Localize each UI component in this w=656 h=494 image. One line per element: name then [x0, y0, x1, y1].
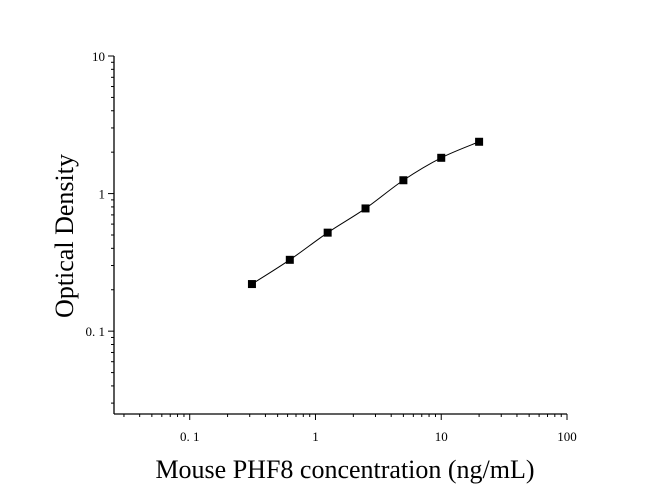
- x-tick-label: 100: [557, 429, 577, 444]
- x-tick-label: 1: [312, 429, 319, 444]
- data-point: [399, 176, 408, 185]
- data-points: [247, 137, 484, 289]
- y-tick-label: 1: [99, 187, 106, 202]
- data-point: [437, 153, 446, 162]
- x-tick-label: 10: [435, 429, 448, 444]
- y-tick-label: 0. 1: [86, 324, 106, 339]
- data-point: [361, 204, 370, 213]
- data-point: [247, 280, 256, 289]
- data-point: [475, 137, 484, 146]
- axes: 0. 1 1 10 100 0. 1 1 10: [86, 49, 577, 444]
- x-tick-label: 0. 1: [180, 429, 200, 444]
- data-point: [323, 228, 332, 237]
- data-point: [285, 255, 294, 264]
- x-axis-label: Mouse PHF8 concentration (ng/mL): [155, 455, 534, 484]
- y-tick-label: 10: [92, 49, 105, 64]
- y-axis-label: Optical Density: [50, 154, 79, 318]
